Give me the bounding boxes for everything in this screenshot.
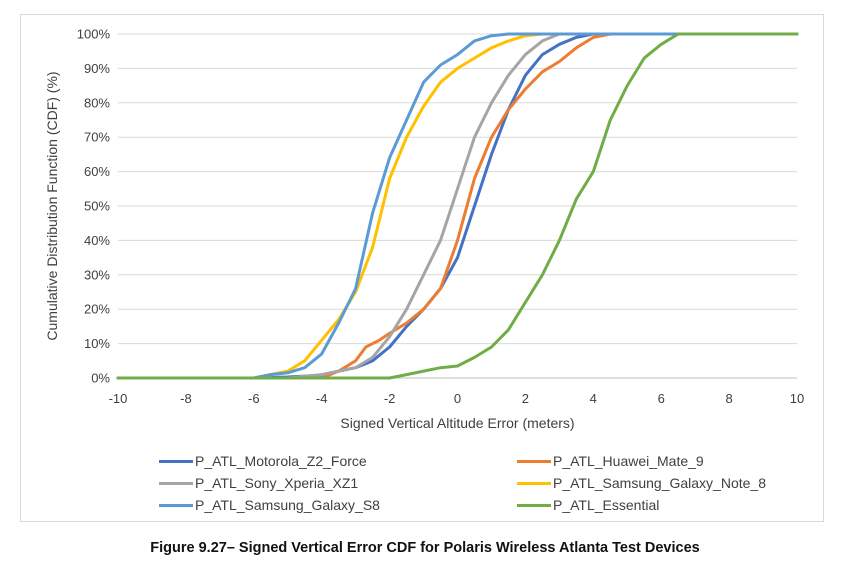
x-tick-label: 6 xyxy=(658,391,665,406)
y-tick-label: 100% xyxy=(77,27,111,42)
x-tick-label: 2 xyxy=(522,391,529,406)
x-tick-label: -4 xyxy=(316,391,328,406)
chart-area: 0% 10% 20% 30% 40% 50% 60% 70% 80% 90% 100% -10 -8 -6… xyxy=(20,14,824,522)
x-tick-label: 4 xyxy=(590,391,597,406)
legend-item: P_ATL_Samsung_Galaxy_S8 xyxy=(159,494,380,516)
x-tick-label: 8 xyxy=(725,391,732,406)
legend-swatch xyxy=(517,503,551,507)
y-tick-label: 70% xyxy=(84,130,110,145)
x-tick-label: 10 xyxy=(790,391,804,406)
legend-swatch xyxy=(159,481,193,485)
series-line-p-atl-sony-xperia-xz1 xyxy=(116,32,799,380)
y-tick-label: 90% xyxy=(84,61,110,76)
series-line-p-atl-samsung-galaxy-note-8 xyxy=(116,32,799,380)
x-tick-label: 0 xyxy=(454,391,461,406)
legend-item: P_ATL_Samsung_Galaxy_Note_8 xyxy=(517,472,766,494)
legend-item: P_ATL_Motorola_Z2_Force xyxy=(159,450,367,472)
series-lines xyxy=(116,32,799,380)
legend-swatch xyxy=(159,503,193,507)
x-tick-label: -8 xyxy=(180,391,192,406)
legend-swatch xyxy=(517,459,551,463)
series-line-p-atl-essential xyxy=(116,32,799,380)
y-tick-label: 80% xyxy=(84,95,110,110)
legend-item: P_ATL_Essential xyxy=(517,494,659,516)
legend-swatch xyxy=(159,459,193,463)
cdf-line-chart: 0% 10% 20% 30% 40% 50% 60% 70% 80% 90% 100% -10 -8 -6… xyxy=(44,27,804,432)
legend-swatch xyxy=(517,481,551,485)
legend-item: P_ATL_Huawei_Mate_9 xyxy=(517,450,704,472)
figure-caption: Figure 9.27– Signed Vertical Error CDF f… xyxy=(150,540,700,556)
y-tick-label: 10% xyxy=(84,336,110,351)
y-tick-label: 40% xyxy=(84,233,110,248)
x-axis-title: Signed Vertical Altitude Error (meters) xyxy=(340,415,574,431)
legend-label: P_ATL_Samsung_Galaxy_Note_8 xyxy=(553,475,766,491)
x-tick-label: -10 xyxy=(109,391,128,406)
x-tick-label: -6 xyxy=(248,391,260,406)
axes: 0% 10% 20% 30% 40% 50% 60% 70% 80% 90% 100% -10 -8 -6… xyxy=(77,27,804,407)
legend-label: P_ATL_Sony_Xperia_XZ1 xyxy=(195,475,359,491)
legend-item: P_ATL_Sony_Xperia_XZ1 xyxy=(159,472,358,494)
y-tick-label: 50% xyxy=(84,199,110,214)
series-line-p-atl-huawei-mate-9 xyxy=(116,32,799,380)
series-line-p-atl-samsung-galaxy-s8 xyxy=(116,32,799,380)
y-axis-title: Cumulative Distribution Function (CDF) (… xyxy=(44,71,60,340)
legend-label: P_ATL_Samsung_Galaxy_S8 xyxy=(195,497,380,513)
y-tick-label: 20% xyxy=(84,302,110,317)
gridlines xyxy=(118,33,797,379)
legend-label: P_ATL_Motorola_Z2_Force xyxy=(195,453,367,469)
legend-label: P_ATL_Essential xyxy=(553,497,660,513)
y-tick-label: 0% xyxy=(91,371,110,386)
y-tick-label: 60% xyxy=(84,164,110,179)
legend-label: P_ATL_Huawei_Mate_9 xyxy=(553,453,704,469)
x-tick-label: -2 xyxy=(384,391,396,406)
y-tick-label: 30% xyxy=(84,267,110,282)
